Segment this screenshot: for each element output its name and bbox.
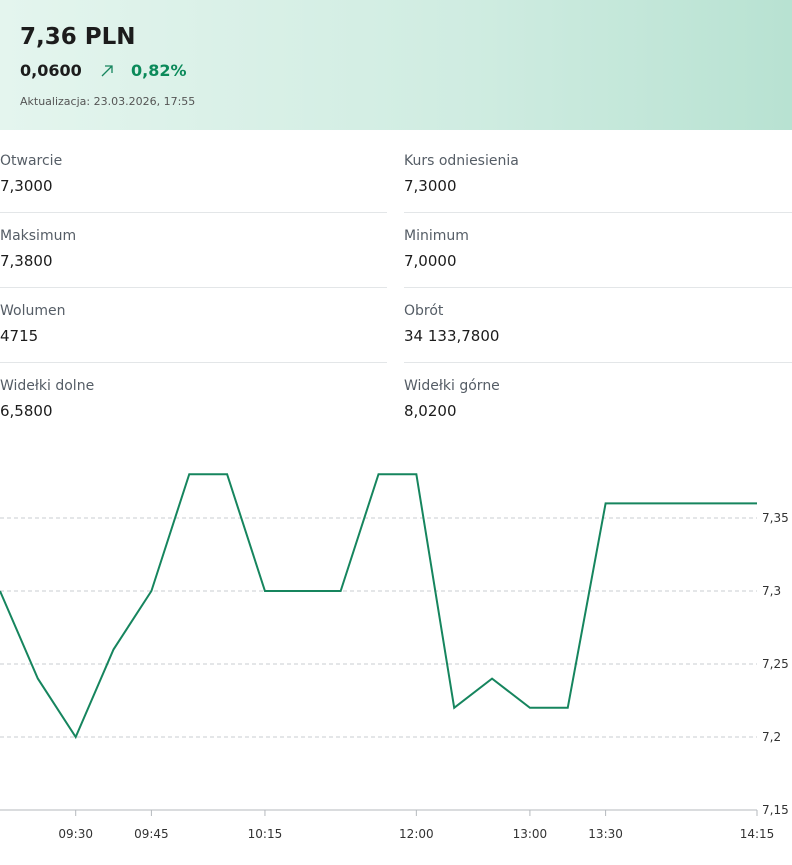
y-tick-label: 7,15	[762, 803, 789, 817]
separator	[0, 287, 387, 288]
price: 7,36 PLN	[20, 24, 136, 50]
stat-value: 8,0200	[404, 402, 457, 420]
x-tick-label: 13:00	[513, 827, 548, 841]
y-tick-label: 7,25	[762, 657, 789, 671]
stat-value: 7,0000	[404, 252, 457, 270]
x-tick-label: 12:00	[399, 827, 434, 841]
stat-value: 6,5800	[0, 402, 53, 420]
separator	[0, 212, 387, 213]
x-tick-label: 09:30	[58, 827, 93, 841]
separator	[404, 212, 792, 213]
stat-value: 7,3000	[0, 177, 53, 195]
separator	[404, 362, 792, 363]
x-tick-label: 10:15	[248, 827, 283, 841]
stat-label: Minimum	[404, 228, 469, 244]
stat-value: 34 133,7800	[404, 327, 500, 345]
stat-label: Widełki górne	[404, 378, 500, 394]
update-time: Aktualizacja: 23.03.2026, 17:55	[20, 95, 196, 108]
y-tick-label: 7,2	[762, 730, 781, 744]
x-tick-label: 13:30	[588, 827, 623, 841]
y-tick-label: 7,3	[762, 584, 781, 598]
stat-label: Kurs odniesienia	[404, 153, 519, 169]
separator	[404, 287, 792, 288]
stat-label: Maksimum	[0, 228, 77, 244]
price-line	[0, 473, 757, 740]
stat-value: 7,3000	[404, 177, 457, 195]
quote-header: 7,36 PLN 0,0600 0,82% Aktualizacja: 23.0…	[0, 0, 792, 130]
y-tick-label: 7,35	[762, 511, 789, 525]
chart: 7,15 7,2 7,25 7,3 7,35 09:30 09:45 10:15 12:00 13…	[0, 473, 789, 841]
change-percent: 0,82%	[131, 61, 187, 80]
x-tick-label: 09:45	[134, 827, 169, 841]
separator	[0, 362, 387, 363]
arrow-up-icon	[101, 65, 113, 77]
stat-label: Widełki dolne	[0, 378, 95, 394]
stat-value: 7,3800	[0, 252, 53, 270]
change: 0,0600	[20, 61, 82, 80]
stat-label: Obrót	[404, 303, 444, 319]
stat-label: Otwarcie	[0, 153, 63, 169]
stat-value: 4715	[0, 327, 39, 345]
x-tick-label: 14:15	[740, 827, 775, 841]
stat-label: Wolumen	[0, 303, 66, 319]
